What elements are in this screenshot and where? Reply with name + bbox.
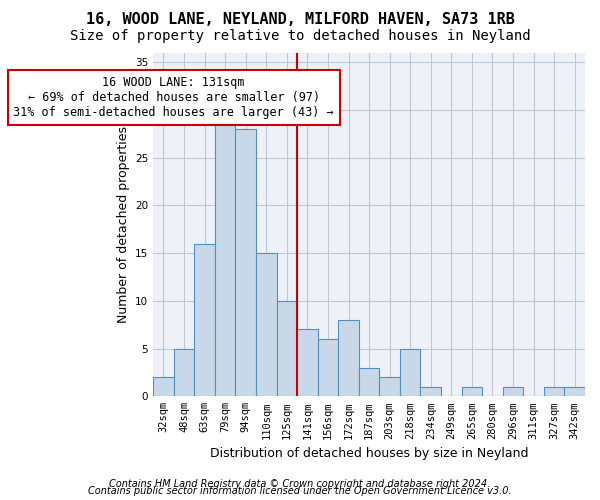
Bar — [256, 253, 277, 396]
Bar — [421, 387, 441, 396]
Bar — [215, 120, 235, 396]
Bar — [565, 387, 585, 396]
Bar — [503, 387, 523, 396]
Bar — [194, 244, 215, 396]
X-axis label: Distribution of detached houses by size in Neyland: Distribution of detached houses by size … — [210, 447, 529, 460]
Bar — [400, 348, 421, 397]
Bar — [153, 377, 174, 396]
Bar — [277, 301, 297, 396]
Bar — [379, 377, 400, 396]
Bar — [338, 320, 359, 396]
Text: 16 WOOD LANE: 131sqm
← 69% of detached houses are smaller (97)
31% of semi-detac: 16 WOOD LANE: 131sqm ← 69% of detached h… — [13, 76, 334, 120]
Y-axis label: Number of detached properties: Number of detached properties — [116, 126, 130, 323]
Bar — [461, 387, 482, 396]
Bar — [235, 129, 256, 396]
Bar — [544, 387, 565, 396]
Text: 16, WOOD LANE, NEYLAND, MILFORD HAVEN, SA73 1RB: 16, WOOD LANE, NEYLAND, MILFORD HAVEN, S… — [86, 12, 514, 28]
Text: Size of property relative to detached houses in Neyland: Size of property relative to detached ho… — [70, 29, 530, 43]
Bar — [297, 330, 317, 396]
Bar — [317, 339, 338, 396]
Text: Contains public sector information licensed under the Open Government Licence v3: Contains public sector information licen… — [88, 486, 512, 496]
Bar — [174, 348, 194, 397]
Bar — [359, 368, 379, 396]
Text: Contains HM Land Registry data © Crown copyright and database right 2024.: Contains HM Land Registry data © Crown c… — [109, 479, 491, 489]
